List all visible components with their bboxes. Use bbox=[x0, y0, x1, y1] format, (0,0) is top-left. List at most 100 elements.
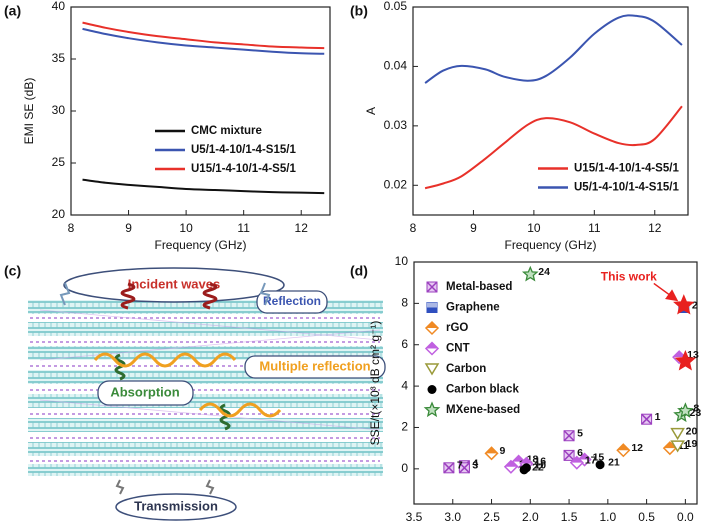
point-label: 19 bbox=[686, 438, 698, 450]
y-tick-label: 4 bbox=[401, 378, 408, 392]
x-axis-title: Frequency (GHz) bbox=[154, 238, 246, 252]
x-tick-label: 1.5 bbox=[561, 510, 578, 524]
x-tick-label: 8 bbox=[410, 221, 417, 235]
point-label: 1 bbox=[655, 411, 661, 423]
marker-half bbox=[617, 444, 630, 451]
marker bbox=[426, 302, 438, 313]
y-tick-label: 10 bbox=[395, 254, 409, 268]
legend-label: rGO bbox=[446, 322, 468, 334]
reflection-label: Reflection bbox=[263, 294, 321, 308]
marker bbox=[677, 402, 694, 418]
point-label: 21 bbox=[608, 456, 620, 468]
marker-star bbox=[674, 350, 697, 371]
marker-star bbox=[677, 402, 694, 418]
point-label: 23 bbox=[689, 407, 701, 419]
marker bbox=[458, 462, 470, 474]
marker-half bbox=[504, 460, 517, 467]
y-tick-label: 25 bbox=[52, 155, 66, 169]
y-tick-label: 2 bbox=[401, 420, 408, 434]
point-label: 3 bbox=[472, 460, 478, 472]
marker bbox=[427, 385, 437, 394]
marker-triangle bbox=[670, 440, 685, 453]
marker-half bbox=[427, 302, 437, 308]
marker bbox=[577, 452, 592, 467]
data-line bbox=[424, 14, 683, 84]
point-label: 20 bbox=[686, 425, 698, 437]
point-label: 4 bbox=[472, 458, 478, 470]
incident-label: Incident waves bbox=[128, 276, 220, 291]
x-tick-label: 10 bbox=[527, 221, 541, 235]
marker-half bbox=[578, 453, 591, 460]
marker bbox=[674, 350, 697, 371]
marker-circle bbox=[519, 465, 529, 475]
marker bbox=[424, 363, 440, 376]
point-label: 13 bbox=[687, 349, 699, 361]
marker-cross bbox=[458, 462, 470, 474]
point-label: 6 bbox=[577, 447, 583, 459]
y-axis-title: SSE/t(×10³ dB cm² g⁻¹) bbox=[368, 321, 382, 446]
y-tick-label: 30 bbox=[52, 103, 66, 117]
marker-circle bbox=[427, 385, 437, 394]
point-label: 11 bbox=[678, 440, 689, 452]
legend-label: Metal-based bbox=[446, 281, 512, 293]
x-tick-label: 11 bbox=[588, 221, 601, 235]
legend-label: U15/1-4-10/1-4-S5/1 bbox=[574, 163, 679, 175]
x-tick-label: 11 bbox=[237, 221, 250, 235]
x-tick-label: 0.0 bbox=[677, 510, 694, 524]
marker-half bbox=[426, 322, 438, 328]
point-label: 17 bbox=[585, 454, 597, 466]
marker bbox=[616, 443, 631, 458]
marker bbox=[563, 430, 575, 442]
y-tick-label: 6 bbox=[401, 337, 408, 351]
y-tick-label: 35 bbox=[52, 51, 66, 65]
x-tick-label: 12 bbox=[648, 221, 662, 235]
panel-label: (d) bbox=[350, 263, 368, 279]
x-tick-label: 8 bbox=[68, 221, 75, 235]
multiple-reflection-label: Multiple reflection bbox=[259, 358, 370, 373]
x-tick-label: 9 bbox=[125, 221, 132, 235]
legend-label: Graphene bbox=[446, 302, 500, 314]
marker-cross bbox=[443, 462, 455, 474]
x-tick-label: 1.0 bbox=[599, 510, 616, 524]
y-tick-label: 0.03 bbox=[384, 118, 408, 132]
point-label: 8 bbox=[693, 403, 699, 415]
legend-label: U5/1-4-10/1-4-S15/1 bbox=[191, 144, 296, 156]
marker-half bbox=[512, 455, 525, 462]
marker bbox=[424, 320, 440, 336]
legend-label: U5/1-4-10/1-4-S15/1 bbox=[574, 182, 679, 194]
waves bbox=[59, 282, 282, 495]
legend-label: CNT bbox=[446, 343, 470, 355]
absorption-label: Absorption bbox=[110, 384, 179, 399]
marker bbox=[670, 440, 685, 453]
point-label: 9 bbox=[500, 445, 506, 457]
x-tick-label: 3.5 bbox=[406, 510, 423, 524]
x-tick-label: 2.0 bbox=[522, 510, 539, 524]
plot-frame bbox=[413, 261, 698, 505]
point-label: 5 bbox=[577, 428, 583, 440]
marker-half bbox=[673, 351, 686, 358]
x-tick-label: 10 bbox=[179, 221, 193, 235]
x-tick-label: 9 bbox=[470, 221, 477, 235]
marker-triangle bbox=[424, 363, 440, 376]
marker-half bbox=[570, 456, 583, 463]
panel-label: (a) bbox=[4, 3, 21, 19]
marker-half bbox=[485, 447, 498, 454]
point-label: 2 bbox=[692, 299, 698, 311]
marker bbox=[595, 460, 605, 470]
point-label: 22 bbox=[532, 462, 544, 474]
y-axis-title: A bbox=[364, 107, 378, 115]
marker bbox=[521, 265, 539, 282]
x-tick-label: 12 bbox=[295, 221, 309, 235]
y-tick-label: 0.05 bbox=[384, 0, 408, 13]
legend-label: U15/1-4-10/1-4-S5/1 bbox=[191, 163, 296, 175]
marker bbox=[670, 427, 685, 441]
marker-half bbox=[663, 442, 676, 449]
marker bbox=[569, 455, 584, 470]
marker bbox=[484, 446, 499, 461]
annotation: This work bbox=[601, 270, 657, 284]
marker bbox=[673, 294, 695, 315]
marker bbox=[424, 341, 440, 356]
marker-cross bbox=[641, 413, 653, 425]
point-label: 12 bbox=[631, 442, 643, 454]
